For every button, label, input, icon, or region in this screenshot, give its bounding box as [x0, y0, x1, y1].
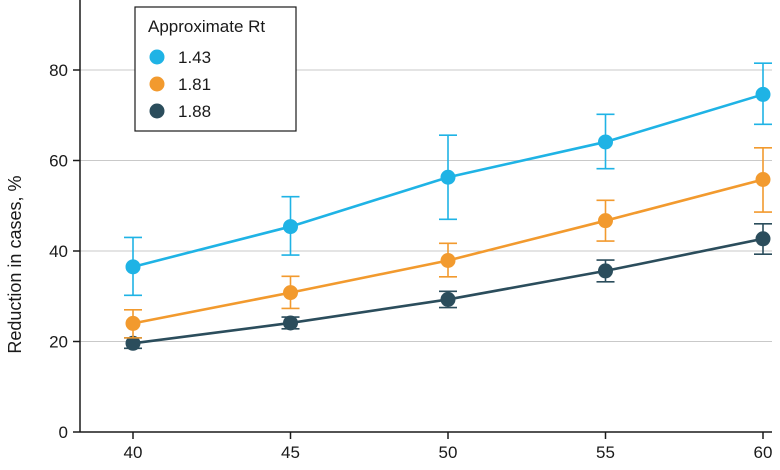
y-axis-label: Reduction in cases, %	[5, 176, 25, 354]
y-tick-label-80: 80	[49, 61, 68, 80]
y-tick-label-60: 60	[49, 152, 68, 171]
legend-marker-1.88	[149, 103, 165, 119]
data-point-1.88-50	[440, 291, 456, 307]
data-point-1.43-60	[755, 86, 771, 102]
data-point-1.43-55	[598, 134, 613, 150]
series-1.81	[124, 147, 772, 339]
y-tick-label-0: 0	[59, 423, 68, 442]
legend-label-1.81: 1.81	[178, 75, 211, 94]
x-tick-label-45: 45	[281, 443, 300, 462]
y-tick-label-20: 20	[49, 333, 68, 352]
data-point-1.81-40	[125, 315, 141, 331]
data-point-1.88-60	[755, 231, 771, 247]
data-point-1.88-55	[598, 263, 613, 279]
data-point-1.88-45	[283, 315, 298, 331]
legend: Approximate Rt 1.43 1.81 1.88	[134, 6, 297, 132]
legend-title: Approximate Rt	[148, 17, 265, 36]
data-point-1.88-40	[125, 335, 141, 351]
x-tick-label-50: 50	[439, 443, 458, 462]
y-tick-label-40: 40	[49, 242, 68, 261]
data-point-1.81-55	[598, 213, 613, 229]
legend-label-1.43: 1.43	[178, 48, 211, 67]
data-point-1.81-60	[755, 172, 771, 188]
series-layer	[124, 62, 772, 351]
x-tick-label-40: 40	[124, 443, 143, 462]
legend-label-1.88: 1.88	[178, 102, 211, 121]
series-1.43	[124, 62, 772, 297]
legend-marker-1.43	[149, 49, 165, 65]
legend-marker-1.81	[149, 76, 165, 92]
data-point-1.81-50	[440, 253, 456, 269]
x-tick-label-55: 55	[596, 443, 615, 462]
data-point-1.43-50	[440, 169, 456, 185]
axes: 0 20 40 60 80 40 45 50 55 60 Reduction in cases, %	[5, 0, 772, 462]
data-point-1.43-40	[125, 259, 141, 275]
data-point-1.43-45	[283, 219, 298, 235]
x-tick-label-60: 60	[754, 443, 773, 462]
data-point-1.81-45	[283, 285, 298, 301]
